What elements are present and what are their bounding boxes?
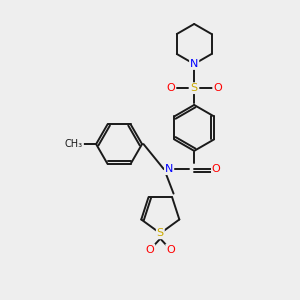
Text: N: N <box>165 164 173 174</box>
Text: O: O <box>213 83 222 93</box>
Text: CH₃: CH₃ <box>65 139 83 149</box>
Text: N: N <box>190 59 198 69</box>
Text: O: O <box>166 83 175 93</box>
Text: S: S <box>190 83 198 93</box>
Text: O: O <box>146 244 154 254</box>
Text: O: O <box>166 244 175 254</box>
Text: S: S <box>157 228 164 238</box>
Text: O: O <box>212 164 220 174</box>
